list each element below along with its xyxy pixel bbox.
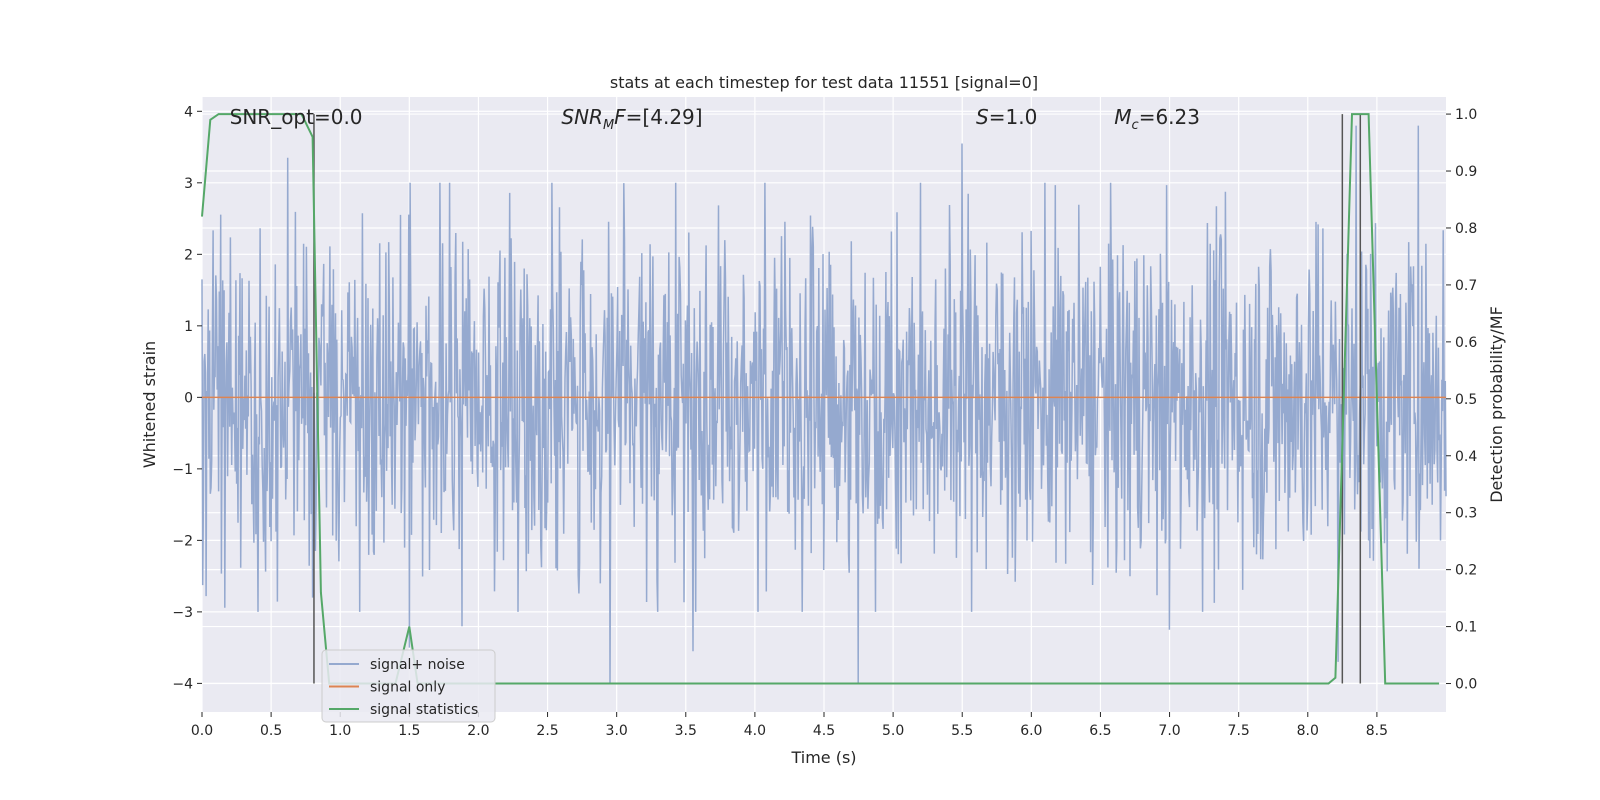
y-tick-label: −3 (172, 605, 193, 621)
y2-tick-label: 0.7 (1455, 278, 1477, 294)
legend-label: signal only (370, 680, 445, 696)
y-axis-ticks: −4 −3 −2 −1 0 1 2 3 4 (172, 104, 202, 692)
y-tick-label: −2 (172, 533, 193, 549)
y-tick-label: 0 (184, 390, 193, 406)
y-tick-label: 1 (184, 319, 193, 335)
y2-tick-label: 0.8 (1455, 221, 1477, 237)
x-tick-label: 8.0 (1297, 723, 1319, 739)
y2-tick-label: 0.5 (1455, 392, 1477, 408)
legend-label: signal+ noise (370, 657, 465, 673)
y-tick-label: −1 (172, 462, 193, 478)
signal-statistics-line (201, 113, 1440, 685)
annotations: SNR_opt=0.0 SNRMF=[4.29] S=1.0 Mc=6.23 (230, 105, 1200, 133)
legend-box (321, 649, 496, 723)
x-axis-label: Time (s) (790, 748, 856, 767)
x-tick-label: 3.0 (606, 723, 628, 739)
series-signal-noise (201, 125, 1447, 684)
y2-axis-label: Detection probability/MF (1487, 306, 1506, 503)
annotation-label: S=1.0 (976, 105, 1037, 129)
y-tick-label: 4 (184, 104, 193, 120)
x-tick-label: 0.5 (260, 723, 282, 739)
y2-axis-ticks: 0.0 0.1 0.2 0.3 0.4 0.5 0.6 0.7 0.8 0.9 1.0 (1446, 107, 1477, 693)
x-tick-label: 8.5 (1366, 723, 1388, 739)
y2-tick-label: 0.4 (1455, 449, 1477, 465)
y2-tick-label: 0.3 (1455, 506, 1477, 522)
y2-tick-label: 0.1 (1455, 620, 1477, 636)
x-tick-label: 6.0 (1020, 723, 1042, 739)
series-signal-statistics (201, 113, 1440, 685)
x-tick-label: 6.5 (1089, 723, 1111, 739)
y2-tick-label: 0.9 (1455, 164, 1477, 180)
x-axis-ticks: 0.0 0.5 1.0 1.5 2.0 2.5 3.0 3.5 4.0 4.5 5.0 5.5 6.0 6… (191, 712, 1388, 739)
x-tick-label: 3.5 (675, 723, 697, 739)
x-tick-label: 7.0 (1158, 723, 1180, 739)
x-tick-label: 5.5 (951, 723, 973, 739)
x-tick-label: 4.5 (813, 723, 835, 739)
x-tick-label: 2.5 (536, 723, 558, 739)
y2-tick-label: 0.0 (1455, 677, 1477, 693)
legend-label: signal statistics (370, 702, 478, 718)
x-tick-label: 5.0 (882, 723, 904, 739)
x-tick-label: 2.0 (467, 723, 489, 739)
x-tick-label: 7.5 (1228, 723, 1250, 739)
y2-tick-label: 1.0 (1455, 107, 1477, 123)
legend: signal+ noise signal only signal statistic… (321, 649, 496, 723)
annotation-label: Mc=6.23 (1114, 105, 1200, 133)
annotation-label: SNRMF=[4.29] (561, 105, 702, 133)
x-tick-label: 4.0 (744, 723, 766, 739)
annotation-label: SNR_opt=0.0 (230, 105, 363, 129)
x-tick-label: 1.5 (398, 723, 420, 739)
y-tick-label: −4 (172, 676, 193, 692)
y2-tick-label: 0.6 (1455, 335, 1477, 351)
y-tick-label: 3 (184, 176, 193, 192)
y2-tick-label: 0.2 (1455, 563, 1477, 579)
chart-title: stats at each timestep for test data 115… (610, 73, 1038, 92)
x-tick-label: 0.0 (191, 723, 213, 739)
y-axis-label: Whitened strain (140, 341, 159, 468)
x-tick-label: 1.0 (329, 723, 351, 739)
signal-noise-line (201, 125, 1447, 684)
y-tick-label: 2 (184, 247, 193, 263)
